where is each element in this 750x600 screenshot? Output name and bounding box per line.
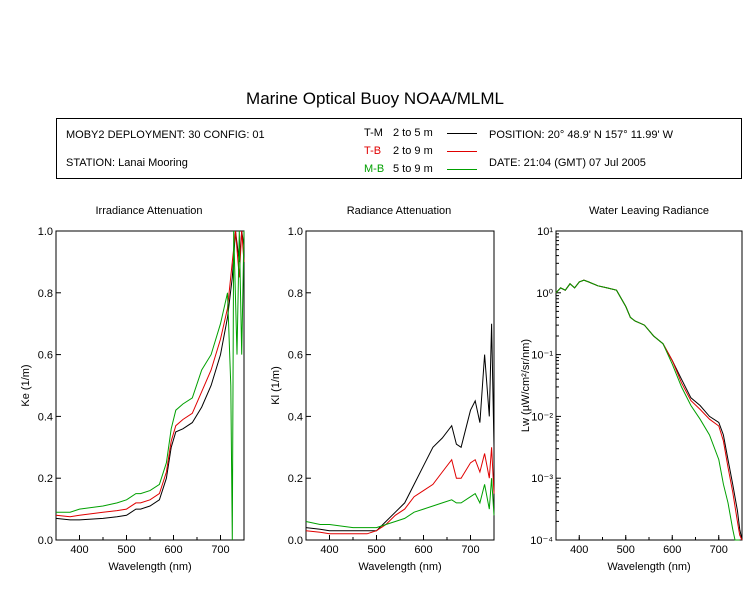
legend-range-tb: 2 to 9 m: [393, 145, 433, 157]
x-tick-label: 500: [117, 544, 135, 556]
y-tick-label: 10⁻³: [531, 473, 553, 485]
legend-swatch-mb: [447, 169, 477, 170]
y-tick-label: 10⁰: [536, 288, 553, 300]
y-tick-label: 0.6: [288, 350, 303, 362]
x-tick-label: 700: [211, 544, 229, 556]
radiance-title: Radiance Attenuation: [346, 205, 452, 217]
x-axis-label: Wavelength (nm): [607, 561, 690, 573]
plot-frame: [305, 230, 495, 541]
y-axis-label: Lw (µW/cm²/sr/nm): [520, 339, 532, 432]
y-tick-label: 1.0: [38, 226, 53, 238]
legend-swatch-tb: [447, 151, 477, 152]
series-line-m-b: [555, 279, 740, 541]
info-box: MOBY2 DEPLOYMENT: 30 CONFIG: 01 STATION:…: [56, 118, 742, 179]
deployment-label: MOBY2 DEPLOYMENT: 30 CONFIG: 01: [66, 129, 265, 141]
y-tick-label: 0.4: [288, 411, 303, 423]
x-axis-label: Wavelength (nm): [108, 561, 191, 573]
water-leaving-title: Water Leaving Radiance: [588, 205, 710, 217]
station-label: STATION: Lanai Mooring: [66, 157, 188, 169]
x-tick-label: 400: [320, 544, 338, 556]
legend-key-tb: T-B: [364, 145, 382, 157]
y-tick-label: 10¹: [537, 226, 553, 238]
y-tick-label: 0.6: [38, 350, 53, 362]
chart-0: 400 500 600 700 0.0 0.2 0.4 0.6 0.8 1.0 Wavelength…: [20, 226, 245, 573]
x-tick-label: 600: [663, 544, 681, 556]
y-tick-label: 0.0: [288, 535, 303, 547]
x-tick-label: 500: [367, 544, 385, 556]
x-tick-label: 700: [710, 544, 728, 556]
series-line-t-b: [555, 279, 743, 541]
x-tick-label: 500: [617, 544, 635, 556]
x-tick-label: 600: [164, 544, 182, 556]
series-line-m-b: [305, 478, 495, 529]
plot-frame: [555, 230, 743, 541]
x-tick-label: 400: [70, 544, 88, 556]
series-line-m-b: [56, 230, 245, 541]
plot-frame: [55, 230, 245, 541]
y-tick-label: 10⁻²: [531, 411, 553, 423]
x-tick-label: 700: [461, 544, 479, 556]
legend-swatch-tm: [447, 133, 477, 134]
series-line-t-b: [305, 447, 495, 535]
series-line-t-b: [55, 230, 245, 518]
x-axis-label: Wavelength (nm): [358, 561, 441, 573]
y-tick-label: 0.2: [38, 473, 53, 485]
y-tick-label: 0.4: [38, 411, 53, 423]
y-tick-label: 1.0: [288, 226, 303, 238]
position-label: POSITION: 20° 48.9' N 157° 11.99' W: [489, 129, 673, 141]
x-tick-label: 600: [414, 544, 432, 556]
y-tick-label: 10⁻¹: [531, 350, 553, 362]
y-tick-label: 0.0: [38, 535, 53, 547]
legend-key-tm: T-M: [364, 127, 383, 139]
legend-key-mb: M-B: [364, 163, 385, 175]
series-line-t-m: [305, 323, 495, 532]
irradiance-title: Irradiance Attenuation: [95, 205, 203, 217]
series-line-t-m: [555, 279, 743, 541]
y-tick-label: 0.8: [288, 288, 303, 300]
chart-2: 400 500 600 700 10¹ 10⁰ 10⁻¹ 10⁻² 10⁻³ 10⁻⁴ Wavele…: [520, 226, 743, 573]
chart-1: 400 500 600 700 0.0 0.2 0.4 0.6 0.8 1.0 Wavelength…: [270, 226, 495, 573]
page-title: Marine Optical Buoy NOAA/MLML: [246, 89, 504, 108]
y-axis-label: Ke (1/m): [20, 364, 32, 406]
y-tick-label: 10⁻⁴: [530, 535, 553, 547]
x-tick-label: 400: [570, 544, 588, 556]
date-label: DATE: 21:04 (GMT) 07 Jul 2005: [489, 157, 646, 169]
y-tick-label: 0.8: [38, 288, 53, 300]
y-axis-label: Kl (1/m): [270, 366, 282, 405]
series-line-t-m: [55, 230, 245, 521]
legend-range-tm: 2 to 5 m: [393, 127, 433, 139]
legend-range-mb: 5 to 9 m: [393, 163, 433, 175]
y-tick-label: 0.2: [288, 473, 303, 485]
